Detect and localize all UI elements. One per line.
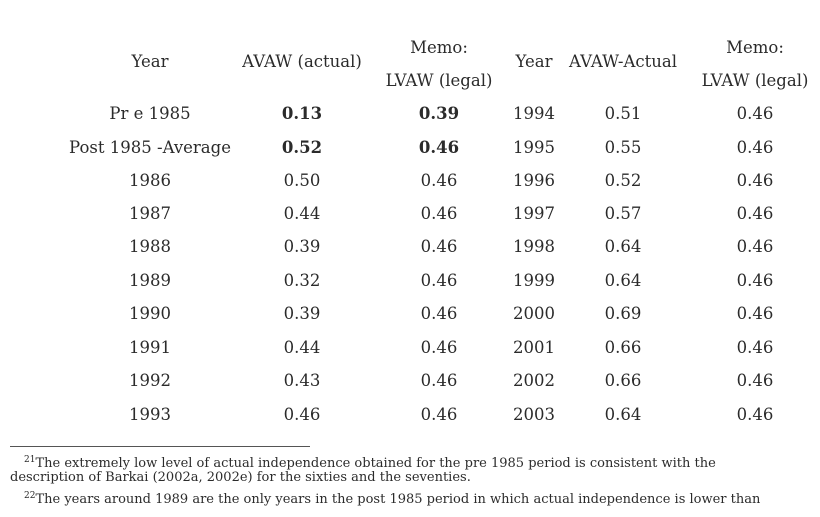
table-cell-avaw-2: 0.69: [604, 304, 642, 323]
table-cell-year: Pr e 1985: [109, 104, 191, 123]
table-cell-year: 1991: [129, 338, 171, 357]
table-cell-year-2: 1994: [513, 104, 555, 123]
footnote-21: 21The extremely low level of actual inde…: [24, 452, 716, 472]
table-cell-avaw: 0.46: [283, 405, 321, 424]
table-cell-lvaw-2: 0.46: [736, 338, 774, 357]
table-cell-lvaw-2: 0.46: [736, 237, 774, 256]
table-cell-year: 1986: [129, 171, 171, 190]
table-cell-avaw: 0.50: [283, 171, 321, 190]
table-cell-year: 1993: [129, 405, 171, 424]
table-cell-avaw-2: 0.51: [604, 104, 642, 123]
table-cell-lvaw-2: 0.46: [736, 371, 774, 390]
table-cell-avaw-2: 0.64: [604, 271, 642, 290]
footnote-divider: [10, 446, 310, 447]
footnote-text: The extremely low level of actual indepe…: [35, 456, 716, 471]
header-lvaw-legal-2: LVAW (legal): [701, 71, 809, 90]
table-cell-lvaw: 0.46: [420, 338, 458, 357]
table-cell-avaw-2: 0.64: [604, 237, 642, 256]
table-cell-lvaw-2: 0.46: [736, 138, 774, 157]
header-avaw-actual-2: AVAW-Actual: [569, 52, 677, 71]
table-cell-year-2: 1995: [513, 138, 555, 157]
table-cell-year-2: 1999: [513, 271, 555, 290]
header-avaw-actual: AVAW (actual): [242, 52, 362, 71]
table-cell-year-2: 1997: [513, 204, 555, 223]
header-memo: Memo:: [410, 38, 468, 57]
table-cell-avaw: 0.44: [283, 204, 321, 223]
table-cell-avaw-2: 0.66: [604, 338, 642, 357]
table-cell-avaw-2: 0.66: [604, 371, 642, 390]
table-cell-lvaw: 0.39: [418, 104, 460, 123]
header-memo-2: Memo:: [726, 38, 784, 57]
table-cell-avaw-2: 0.52: [604, 171, 642, 190]
table-cell-year: 1990: [129, 304, 171, 323]
table-cell-year-2: 2000: [513, 304, 555, 323]
table-cell-lvaw-2: 0.46: [736, 104, 774, 123]
table-cell-avaw: 0.32: [283, 271, 321, 290]
table-cell-avaw-2: 0.55: [604, 138, 642, 157]
table-cell-lvaw-2: 0.46: [736, 204, 774, 223]
header-year-2: Year: [515, 52, 553, 71]
table-cell-avaw: 0.39: [283, 304, 321, 323]
table-cell-lvaw: 0.46: [420, 171, 458, 190]
table-cell-lvaw: 0.46: [420, 304, 458, 323]
table-cell-year-2: 1998: [513, 237, 555, 256]
table-cell-avaw: 0.44: [283, 338, 321, 357]
table-cell-lvaw-2: 0.46: [736, 304, 774, 323]
table-cell-lvaw-2: 0.46: [736, 405, 774, 424]
table-cell-lvaw-2: 0.46: [736, 171, 774, 190]
table-cell-lvaw: 0.46: [420, 237, 458, 256]
footnote-marker: 21: [24, 455, 36, 465]
table-cell-lvaw: 0.46: [420, 204, 458, 223]
header-year: Year: [131, 52, 169, 71]
table-cell-lvaw: 0.46: [420, 271, 458, 290]
table-cell-lvaw: 0.46: [418, 138, 460, 157]
table-cell-avaw: 0.52: [281, 138, 323, 157]
header-lvaw-legal: LVAW (legal): [385, 71, 493, 90]
footnote-21-continued: description of Barkai (2002a, 2002e) for…: [10, 470, 471, 485]
table-cell-year-2: 2001: [513, 338, 555, 357]
table-cell-year: Post 1985 -Average: [69, 138, 231, 157]
table-cell-lvaw: 0.46: [420, 371, 458, 390]
table-cell-avaw: 0.13: [281, 104, 323, 123]
table-cell-year: 1989: [129, 271, 171, 290]
table-cell-year-2: 2003: [513, 405, 555, 424]
table-cell-year: 1988: [129, 237, 171, 256]
table-cell-year-2: 1996: [513, 171, 555, 190]
table-cell-year: 1987: [129, 204, 171, 223]
table-cell-year: 1992: [129, 371, 171, 390]
table-cell-lvaw: 0.46: [420, 405, 458, 424]
footnote-text: The years around 1989 are the only years…: [35, 492, 761, 507]
table-cell-avaw-2: 0.57: [604, 204, 642, 223]
table-cell-lvaw-2: 0.46: [736, 271, 774, 290]
footnote-22: 22The years around 1989 are the only yea…: [24, 488, 760, 508]
table-cell-avaw-2: 0.64: [604, 405, 642, 424]
table-cell-year-2: 2002: [513, 371, 555, 390]
table-cell-avaw: 0.39: [283, 237, 321, 256]
table-cell-avaw: 0.43: [283, 371, 321, 390]
footnote-marker: 22: [24, 491, 36, 501]
